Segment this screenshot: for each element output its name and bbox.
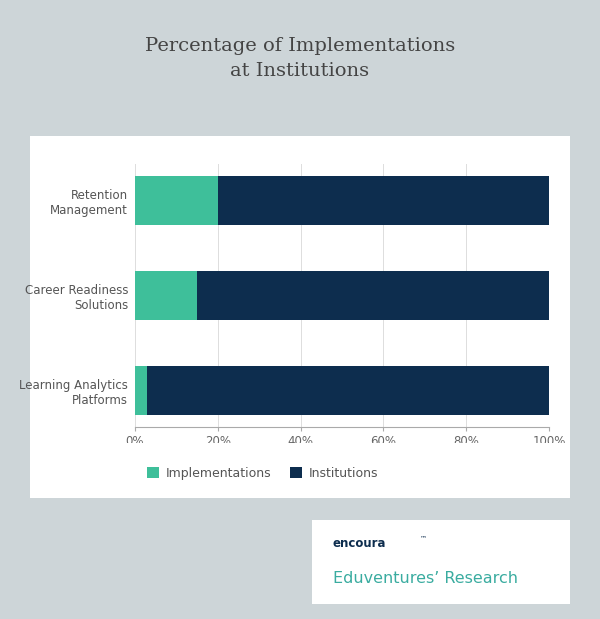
Bar — [135, 176, 218, 225]
Legend: Implementations, Institutions: Implementations, Institutions — [142, 462, 383, 485]
Text: Eduventures’ Research: Eduventures’ Research — [332, 571, 518, 586]
Text: encoura: encoura — [332, 537, 386, 550]
Bar — [218, 176, 549, 225]
Bar — [197, 271, 549, 320]
Bar — [135, 366, 148, 415]
Bar — [135, 271, 197, 320]
Text: ™: ™ — [421, 535, 427, 542]
Text: Percentage of Implementations
at Institutions: Percentage of Implementations at Institu… — [145, 37, 455, 80]
Bar — [148, 366, 549, 415]
